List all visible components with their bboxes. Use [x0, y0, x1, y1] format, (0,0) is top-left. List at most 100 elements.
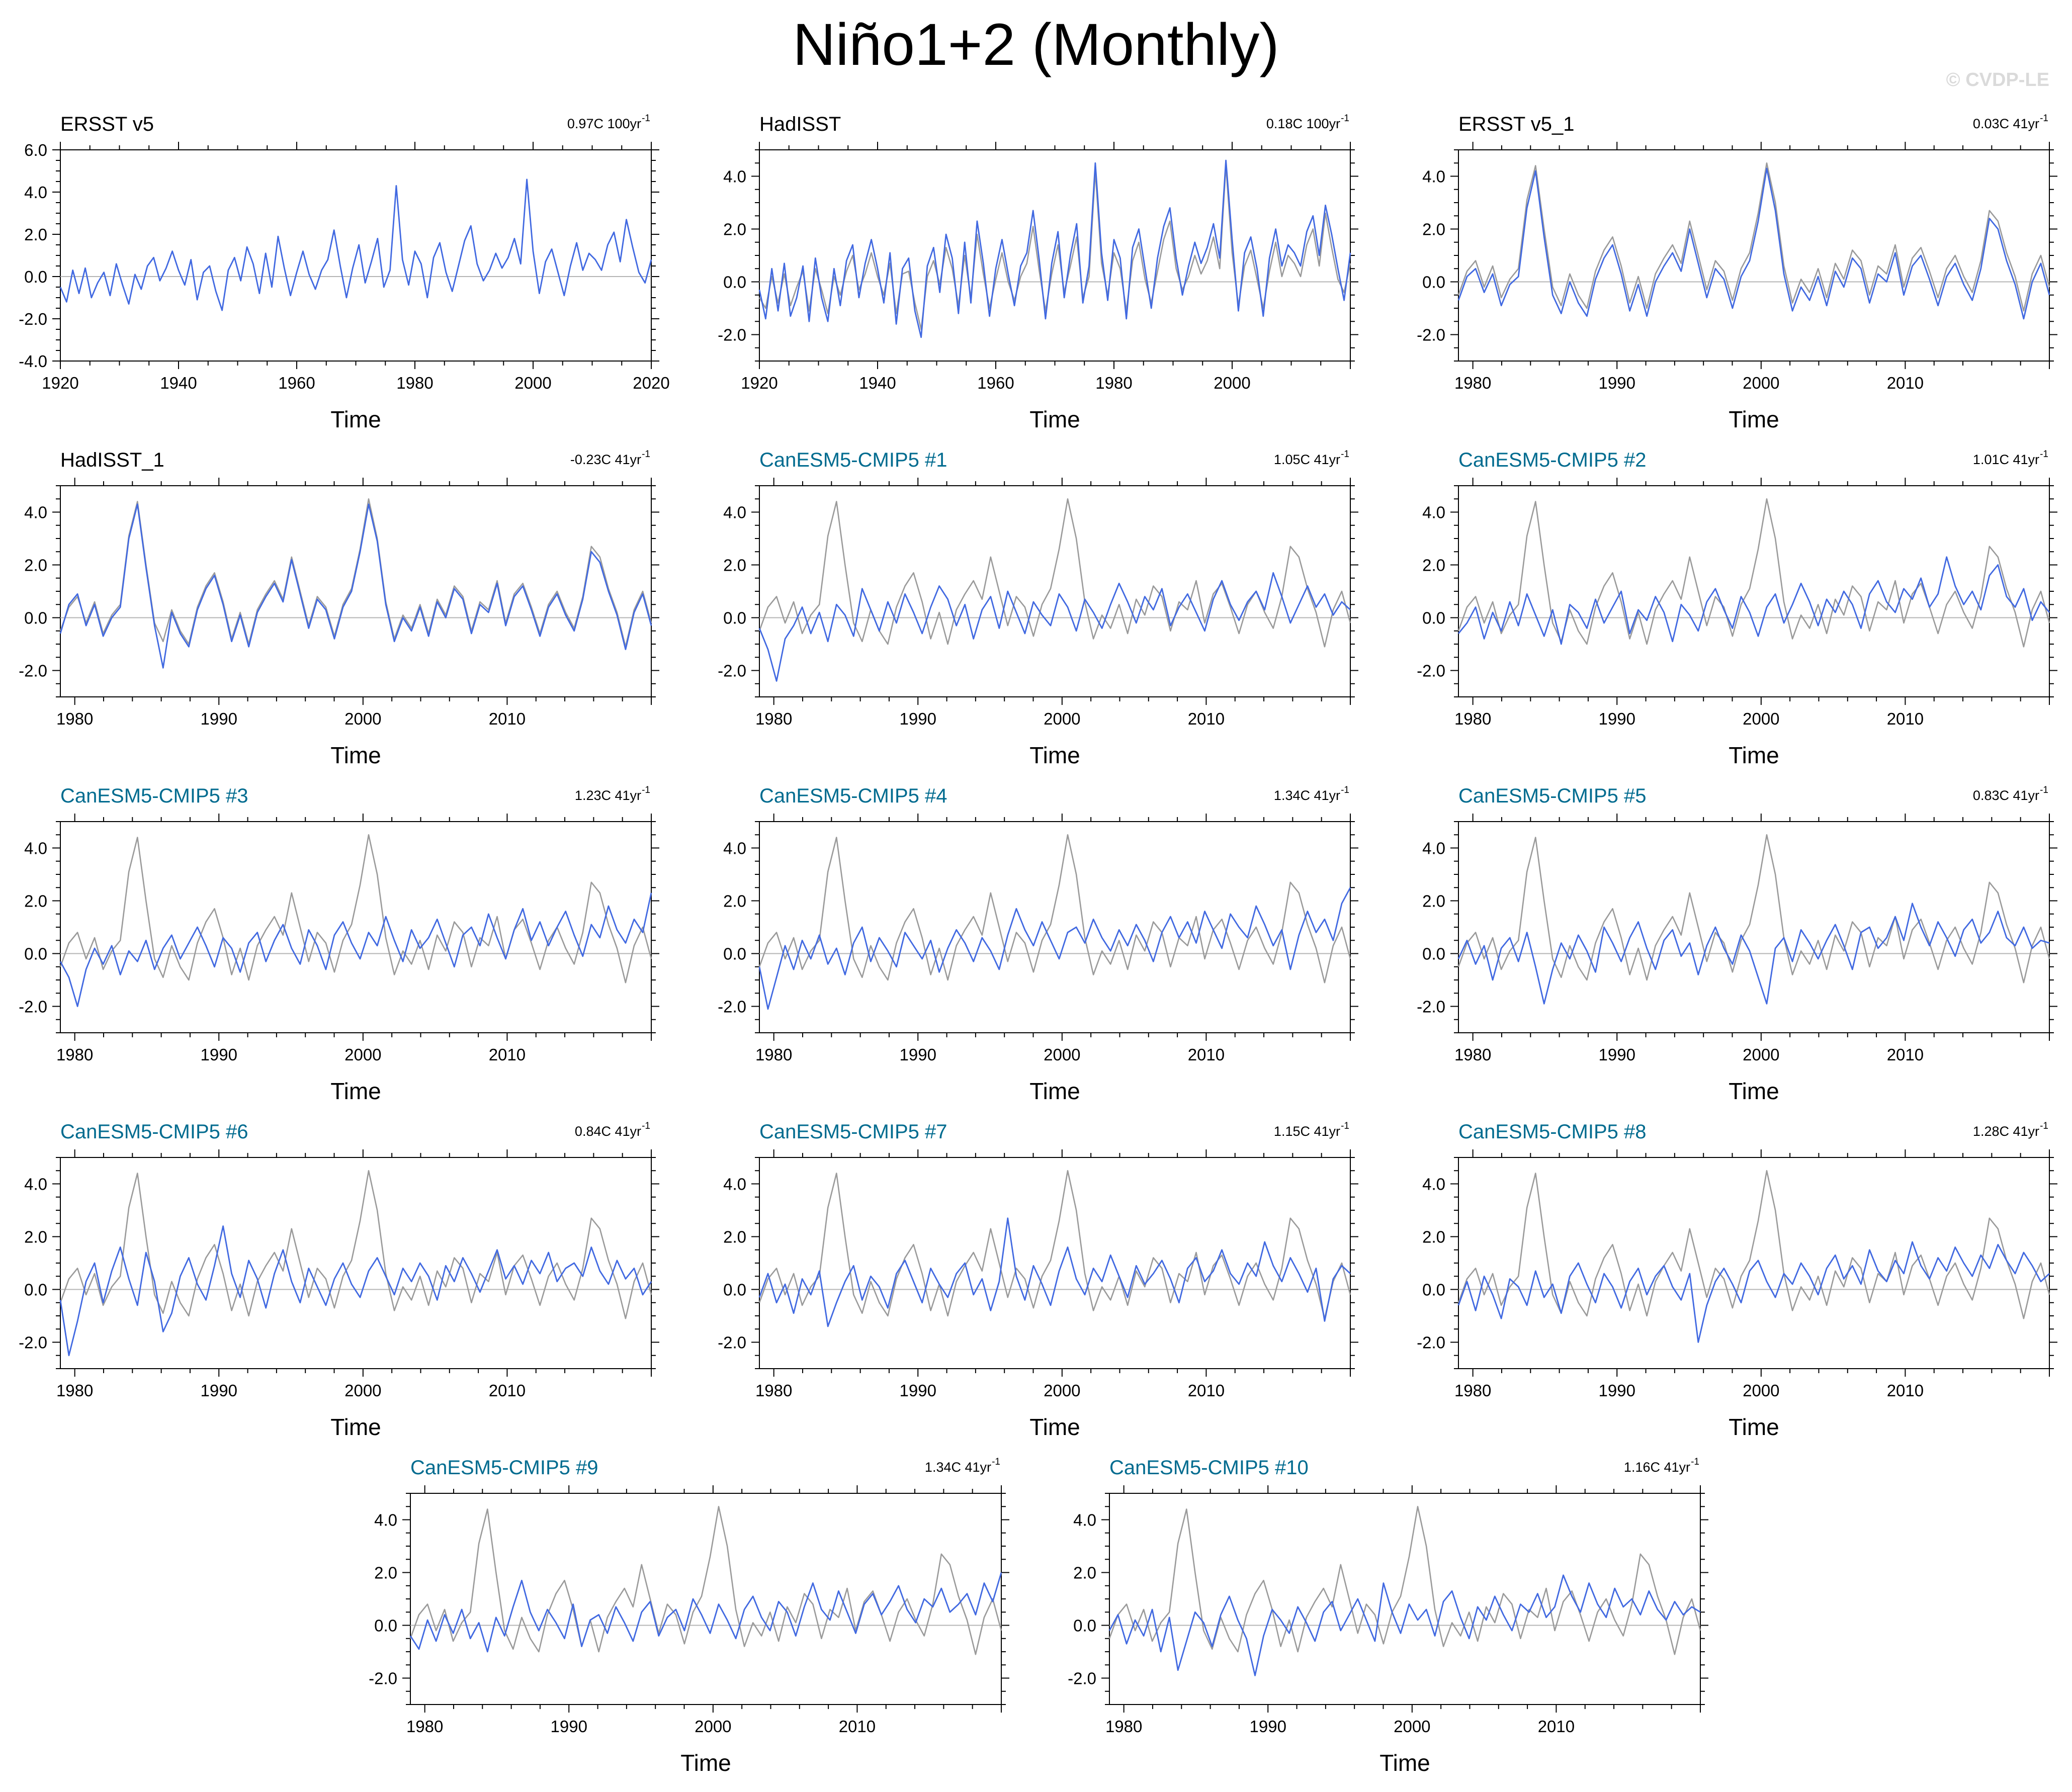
panel-title: CanESM5-CMIP5 #5 [1458, 785, 1646, 807]
obs-series-line [59, 834, 652, 983]
y-tick-label: 4.0 [24, 839, 47, 858]
y-tick-label: 0.0 [1422, 945, 1445, 963]
panel-title: CanESM5-CMIP5 #7 [759, 1121, 947, 1143]
obs-series-line [758, 1170, 1351, 1319]
model-series-line [758, 887, 1351, 1010]
page-title: Niño1+2 (Monthly) [793, 12, 1279, 78]
y-tick-label: 2.0 [723, 556, 746, 575]
y-tick-label: 0.0 [24, 609, 47, 628]
chart-panel: -2.0 0.0 2.0 4.0 1980 1990 2000 2010 Time CanESM5… [718, 785, 1358, 1104]
trend-exponent: -1 [2040, 785, 2048, 795]
chart-panel: -2.0 0.0 2.0 4.0 1980 1990 2000 2010 Time CanESM5… [718, 1121, 1358, 1440]
chart-panel: -2.0 0.0 2.0 4.0 1980 1990 2000 2010 Time CanESM5… [1417, 785, 2057, 1104]
y-tick-label: -2.0 [718, 662, 746, 680]
x-tick-label: 1980 [1095, 374, 1132, 392]
panel-title: ERSST v5 [60, 113, 154, 135]
plot-frame [759, 821, 1351, 1033]
model-series-line [1457, 556, 2050, 645]
x-tick-label: 1990 [900, 1045, 936, 1064]
x-tick-label: 1980 [406, 1717, 443, 1736]
x-tick-label: 2000 [514, 374, 551, 392]
x-tick-label: 1990 [201, 1045, 237, 1064]
y-tick-label: 2.0 [1422, 892, 1445, 911]
y-tick-label: -2.0 [19, 998, 47, 1016]
model-series-line [1457, 167, 2050, 320]
y-tick-label: 2.0 [723, 220, 746, 239]
x-tick-label: 1990 [1250, 1717, 1286, 1736]
x-axis-label: Time [1729, 406, 1779, 432]
y-tick-label: 4.0 [723, 503, 746, 522]
y-tick-label: 0.0 [1073, 1617, 1096, 1635]
x-tick-label: 2010 [1188, 1045, 1225, 1064]
x-axis-label: Time [330, 406, 381, 432]
x-tick-label: 2010 [1887, 709, 1924, 728]
x-tick-label: 1990 [1599, 1045, 1635, 1064]
obs-series-line [1108, 1506, 1701, 1655]
obs-series-line [1457, 498, 2050, 648]
x-tick-label: 2010 [1887, 374, 1924, 392]
trend-exponent: -1 [1341, 1121, 1349, 1131]
trend-label: 1.16C 41yr [1624, 1460, 1690, 1475]
x-axis-label: Time [1729, 742, 1779, 768]
trend-label: 1.15C 41yr [1274, 1124, 1340, 1139]
x-tick-label: 1980 [755, 709, 792, 728]
trend-exponent: -1 [2040, 449, 2048, 460]
plot-frame [1458, 485, 2050, 697]
model-series-line [758, 159, 1351, 338]
y-tick-label: 4.0 [723, 1175, 746, 1194]
y-tick-label: -2.0 [369, 1669, 397, 1688]
trend-exponent: -1 [642, 449, 650, 460]
chart-panel: -2.0 0.0 2.0 4.0 1980 1990 2000 2010 Time HadISST… [19, 449, 659, 768]
chart-panel: -2.0 0.0 2.0 4.0 1980 1990 2000 2010 Time CanESM5… [1417, 449, 2057, 768]
y-tick-label: -2.0 [19, 1333, 47, 1352]
x-axis-label: Time [1029, 1078, 1080, 1104]
y-tick-label: 2.0 [374, 1564, 397, 1582]
trend-exponent: -1 [642, 1121, 650, 1131]
y-tick-label: 4.0 [24, 183, 47, 202]
x-tick-label: 2000 [344, 709, 381, 728]
x-tick-label: 2000 [1044, 709, 1080, 728]
y-tick-label: 2.0 [1422, 220, 1445, 239]
trend-label: 1.34C 41yr [925, 1460, 991, 1475]
model-series-line [59, 503, 652, 669]
x-tick-label: 2000 [1743, 1381, 1779, 1400]
x-tick-label: 1980 [1105, 1717, 1142, 1736]
chart-panel: -2.0 0.0 2.0 4.0 1980 1990 2000 2010 Time CanESM5… [1417, 1121, 2057, 1440]
x-tick-label: 2010 [1538, 1717, 1575, 1736]
panel-title: CanESM5-CMIP5 #8 [1458, 1121, 1646, 1143]
x-tick-label: 2010 [1188, 1381, 1225, 1400]
x-tick-label: 1980 [755, 1045, 792, 1064]
obs-series-line [1457, 162, 2050, 312]
y-tick-label: 4.0 [1422, 1175, 1445, 1194]
x-tick-label: 1940 [859, 374, 896, 392]
x-tick-label: 2010 [1887, 1381, 1924, 1400]
y-tick-label: 2.0 [24, 1228, 47, 1246]
x-tick-label: 1980 [56, 709, 93, 728]
plot-frame [759, 1157, 1351, 1369]
x-tick-label: 2000 [1394, 1717, 1430, 1736]
trend-label: 1.28C 41yr [1973, 1124, 2039, 1139]
plot-frame [759, 485, 1351, 697]
x-tick-label: 2010 [1188, 709, 1225, 728]
trend-exponent: -1 [1691, 1457, 1699, 1467]
x-tick-label: 2020 [633, 374, 669, 392]
trend-exponent: -1 [992, 1457, 1000, 1467]
y-tick-label: -2.0 [19, 662, 47, 680]
x-axis-label: Time [1729, 1414, 1779, 1440]
x-tick-label: 1980 [1454, 1045, 1491, 1064]
x-tick-label: 1980 [1454, 1381, 1491, 1400]
plot-frame [60, 821, 652, 1033]
x-tick-label: 1980 [56, 1045, 93, 1064]
y-tick-label: 2.0 [24, 556, 47, 575]
y-tick-label: -2.0 [718, 998, 746, 1016]
y-tick-label: 4.0 [374, 1511, 397, 1530]
y-tick-label: 0.0 [723, 273, 746, 292]
x-axis-label: Time [1029, 1414, 1080, 1440]
chart-panel: -4.0 -2.0 0.0 2.0 4.0 6.0 1920 1940 1960 1980 2000… [19, 113, 670, 432]
model-series-line [59, 892, 652, 1007]
y-tick-label: -2.0 [19, 310, 47, 328]
chart-panel: -2.0 0.0 2.0 4.0 1980 1990 2000 2010 Time CanESM5… [718, 449, 1358, 768]
trend-exponent: -1 [642, 785, 650, 795]
trend-label: 1.01C 41yr [1973, 452, 2039, 467]
obs-series-line [1457, 834, 2050, 983]
